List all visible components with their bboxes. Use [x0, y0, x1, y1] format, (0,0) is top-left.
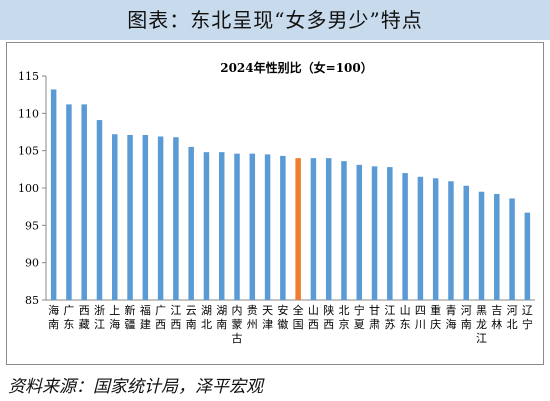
chart-frame: 2024年性别比（女=100） 85 90 95 100 105 110 115 海南 广东 西藏浙… — [6, 42, 544, 365]
category-label: 内蒙古 — [232, 303, 243, 345]
category-label: 全国 — [293, 303, 304, 331]
bar-6 — [127, 134, 133, 300]
category-label: 四川 — [415, 304, 426, 331]
y-tick-label: 115 — [18, 70, 39, 83]
category-label: 广西 — [155, 304, 166, 331]
bar-22 — [371, 166, 378, 300]
bar-24 — [402, 173, 408, 300]
bar-28 — [463, 185, 469, 300]
y-tick-label: 90 — [25, 257, 39, 270]
y-tick-label: 100 — [18, 182, 39, 195]
page-title: 图表：东北呈现“女多男少”特点 — [127, 8, 423, 32]
bar-31 — [509, 198, 515, 300]
category-label: 宁夏 — [354, 303, 365, 331]
category-label: 黑龙江 — [476, 304, 487, 345]
bar-3 — [81, 104, 87, 300]
chart-title: 2024年性别比（女=100） — [220, 60, 373, 75]
bar-20 — [341, 161, 347, 300]
bar-7 — [142, 134, 149, 300]
bar-5 — [112, 134, 118, 300]
bar-11 — [203, 152, 210, 300]
category-label: 湖南 — [216, 304, 227, 331]
bar-1 — [50, 89, 57, 300]
bar-9 — [173, 137, 179, 300]
category-label: 陕西 — [323, 303, 334, 331]
bar-17 — [295, 158, 301, 300]
category-label: 河北 — [507, 304, 518, 331]
category-label: 湖北 — [201, 304, 212, 331]
bar-21 — [356, 164, 363, 300]
y-tick-label: 110 — [18, 107, 39, 120]
y-tick-label: 95 — [25, 219, 39, 232]
sex-ratio-bar-chart: 2024年性别比（女=100） 85 90 95 100 105 110 115 海南广东西藏浙… — [18, 60, 535, 345]
bar-27 — [448, 181, 454, 300]
category-label: 辽宁 — [522, 304, 533, 331]
bar-30 — [494, 193, 500, 300]
bar-12 — [218, 152, 225, 300]
category-label: 贵州 — [247, 304, 258, 331]
category-label: 天津 — [262, 304, 273, 331]
category-label: 新疆 — [125, 303, 136, 331]
bar-16 — [280, 155, 286, 300]
bar-32 — [524, 212, 531, 300]
category-label: 山西 — [308, 304, 319, 331]
category-label: 山东 — [400, 304, 411, 331]
category-label: 安徽 — [277, 303, 288, 331]
category-label: 吉林 — [491, 304, 502, 331]
category-label: 西藏 — [79, 304, 90, 331]
category-label: 上海 — [109, 304, 120, 331]
bar-13 — [234, 153, 240, 300]
category-label: 江苏 — [384, 304, 395, 331]
bar-19 — [325, 158, 332, 300]
category-label: 甘肃 — [369, 304, 380, 331]
category-label: 重庆 — [430, 303, 441, 331]
category-label: 河南 — [461, 304, 472, 331]
header-band — [0, 0, 550, 40]
bar-15 — [264, 154, 271, 300]
category-label: 海南 — [48, 303, 59, 331]
bar-18 — [310, 158, 317, 300]
bar-23 — [387, 167, 393, 300]
category-label: 福建 — [140, 303, 151, 331]
category-label: 青海 — [445, 304, 456, 331]
category-label: 江西 — [170, 304, 181, 331]
bar-10 — [188, 146, 194, 300]
bar-14 — [249, 153, 256, 300]
bar-26 — [432, 178, 439, 300]
category-label: 广东 — [63, 304, 74, 331]
category-label: 北京 — [338, 304, 349, 331]
bar-25 — [417, 176, 424, 300]
source-note: 资料来源：国家统计局，泽平宏观 — [8, 377, 263, 397]
bar-8 — [157, 136, 164, 300]
y-tick-label: 105 — [18, 145, 39, 158]
category-label: 云南 — [186, 304, 197, 331]
category-label: 浙江 — [94, 304, 105, 331]
bar-29 — [478, 191, 485, 300]
bar-4 — [96, 120, 103, 300]
y-tick-label: 85 — [25, 294, 39, 307]
bar-2 — [66, 104, 72, 300]
